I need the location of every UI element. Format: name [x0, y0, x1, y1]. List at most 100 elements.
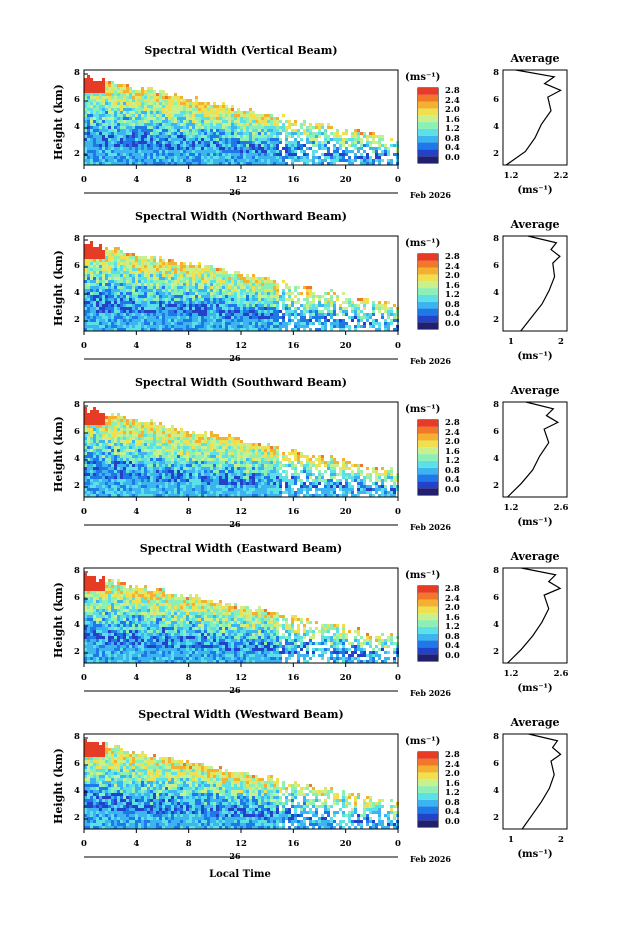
heatmap-cell — [327, 141, 330, 144]
heatmap-cell — [147, 286, 150, 289]
heatmap-cell — [240, 111, 243, 114]
heatmap-cell — [246, 153, 249, 156]
heatmap-cell — [102, 304, 105, 307]
heatmap-cell — [99, 298, 102, 301]
heatmap-cell — [213, 144, 216, 147]
heatmap-cell — [132, 120, 135, 123]
heatmap-cell — [165, 319, 168, 322]
heatmap-cell — [141, 144, 144, 147]
heatmap-cell — [291, 292, 294, 295]
heatmap-cell — [108, 277, 111, 280]
heatmap-cell — [324, 292, 327, 295]
heatmap-cell — [222, 316, 225, 319]
heatmap-cell — [87, 316, 90, 319]
heatmap-cell — [183, 464, 186, 467]
heatmap-cell — [207, 301, 210, 304]
heatmap-cell — [207, 452, 210, 455]
heatmap-cell — [99, 443, 102, 446]
heatmap-cell — [351, 307, 354, 310]
heatmap-cell — [237, 153, 240, 156]
heatmap-cell — [159, 114, 162, 117]
heatmap-cell — [132, 419, 135, 422]
heatmap-cell — [201, 473, 204, 476]
heatmap-cell — [228, 120, 231, 123]
heatmap-cell — [174, 485, 177, 488]
heatmap-cell — [147, 90, 150, 93]
heatmap-cell — [183, 485, 186, 488]
heatmap-cell — [141, 126, 144, 129]
heatmap-cell — [177, 141, 180, 144]
heatmap-cell — [174, 479, 177, 482]
heatmap-cell — [186, 467, 189, 470]
heatmap-cell — [108, 153, 111, 156]
heatmap-cell — [180, 491, 183, 494]
heatmap-cell — [174, 286, 177, 289]
heatmap-cell — [318, 159, 321, 162]
heatmap-cell — [102, 141, 105, 144]
heatmap-cell — [183, 307, 186, 310]
colorbar-swatch — [418, 129, 438, 136]
heatmap-cell — [231, 289, 234, 292]
heatmap-cell — [282, 147, 285, 150]
heatmap-cell — [273, 129, 276, 132]
heatmap-cell — [243, 461, 246, 464]
heatmap-cell — [102, 84, 105, 87]
heatmap-cell — [102, 310, 105, 313]
heatmap-cell — [240, 452, 243, 455]
heatmap-cell — [183, 117, 186, 120]
heatmap-cell — [216, 144, 219, 147]
heatmap-cell — [102, 325, 105, 328]
heatmap-cell — [123, 144, 126, 147]
heatmap-cell — [177, 135, 180, 138]
heatmap-cell — [174, 298, 177, 301]
heatmap-cell — [237, 310, 240, 313]
heatmap-cell — [135, 464, 138, 467]
heatmap-cell — [129, 268, 132, 271]
heatmap-cell — [102, 81, 105, 84]
heatmap-cell — [300, 304, 303, 307]
heatmap-cell — [144, 286, 147, 289]
heatmap-cell — [219, 313, 222, 316]
heatmap-cell — [201, 482, 204, 485]
heatmap-cell — [150, 108, 153, 111]
heatmap-cell — [384, 301, 387, 304]
heatmap-cell — [114, 268, 117, 271]
heatmap-cell — [285, 120, 288, 123]
heatmap-cell — [297, 129, 300, 132]
heatmap-cell — [318, 316, 321, 319]
heatmap-cell — [123, 259, 126, 262]
heatmap-cell — [162, 259, 165, 262]
heatmap-cell — [393, 313, 396, 316]
heatmap-cell — [99, 250, 102, 253]
heatmap-cell — [237, 156, 240, 159]
heatmap-cell — [177, 452, 180, 455]
heatmap-cell — [225, 467, 228, 470]
heatmap-cell — [180, 488, 183, 491]
heatmap-cell — [225, 289, 228, 292]
heatmap-cell — [369, 325, 372, 328]
heatmap-cell — [186, 147, 189, 150]
heatmap-cell — [225, 485, 228, 488]
heatmap-cell — [240, 147, 243, 150]
heatmap-cell — [102, 470, 105, 473]
heatmap-cell — [336, 153, 339, 156]
heatmap-cell — [138, 289, 141, 292]
heatmap-cell — [105, 437, 108, 440]
heatmap-cell — [216, 108, 219, 111]
heatmap-cell — [165, 135, 168, 138]
heatmap-cell — [129, 301, 132, 304]
heatmap-cell — [237, 452, 240, 455]
heatmap-cell — [261, 295, 264, 298]
heatmap-cell — [357, 141, 360, 144]
heatmap-cell — [231, 111, 234, 114]
heatmap-cell — [198, 455, 201, 458]
heatmap-cell — [237, 144, 240, 147]
heatmap-cell — [90, 265, 93, 268]
heatmap-cell — [387, 307, 390, 310]
heatmap-cell — [129, 307, 132, 310]
heatmap-cell — [129, 256, 132, 259]
heatmap-cell — [261, 286, 264, 289]
heatmap-cell — [159, 150, 162, 153]
heatmap-cell — [276, 156, 279, 159]
heatmap-cell — [165, 268, 168, 271]
